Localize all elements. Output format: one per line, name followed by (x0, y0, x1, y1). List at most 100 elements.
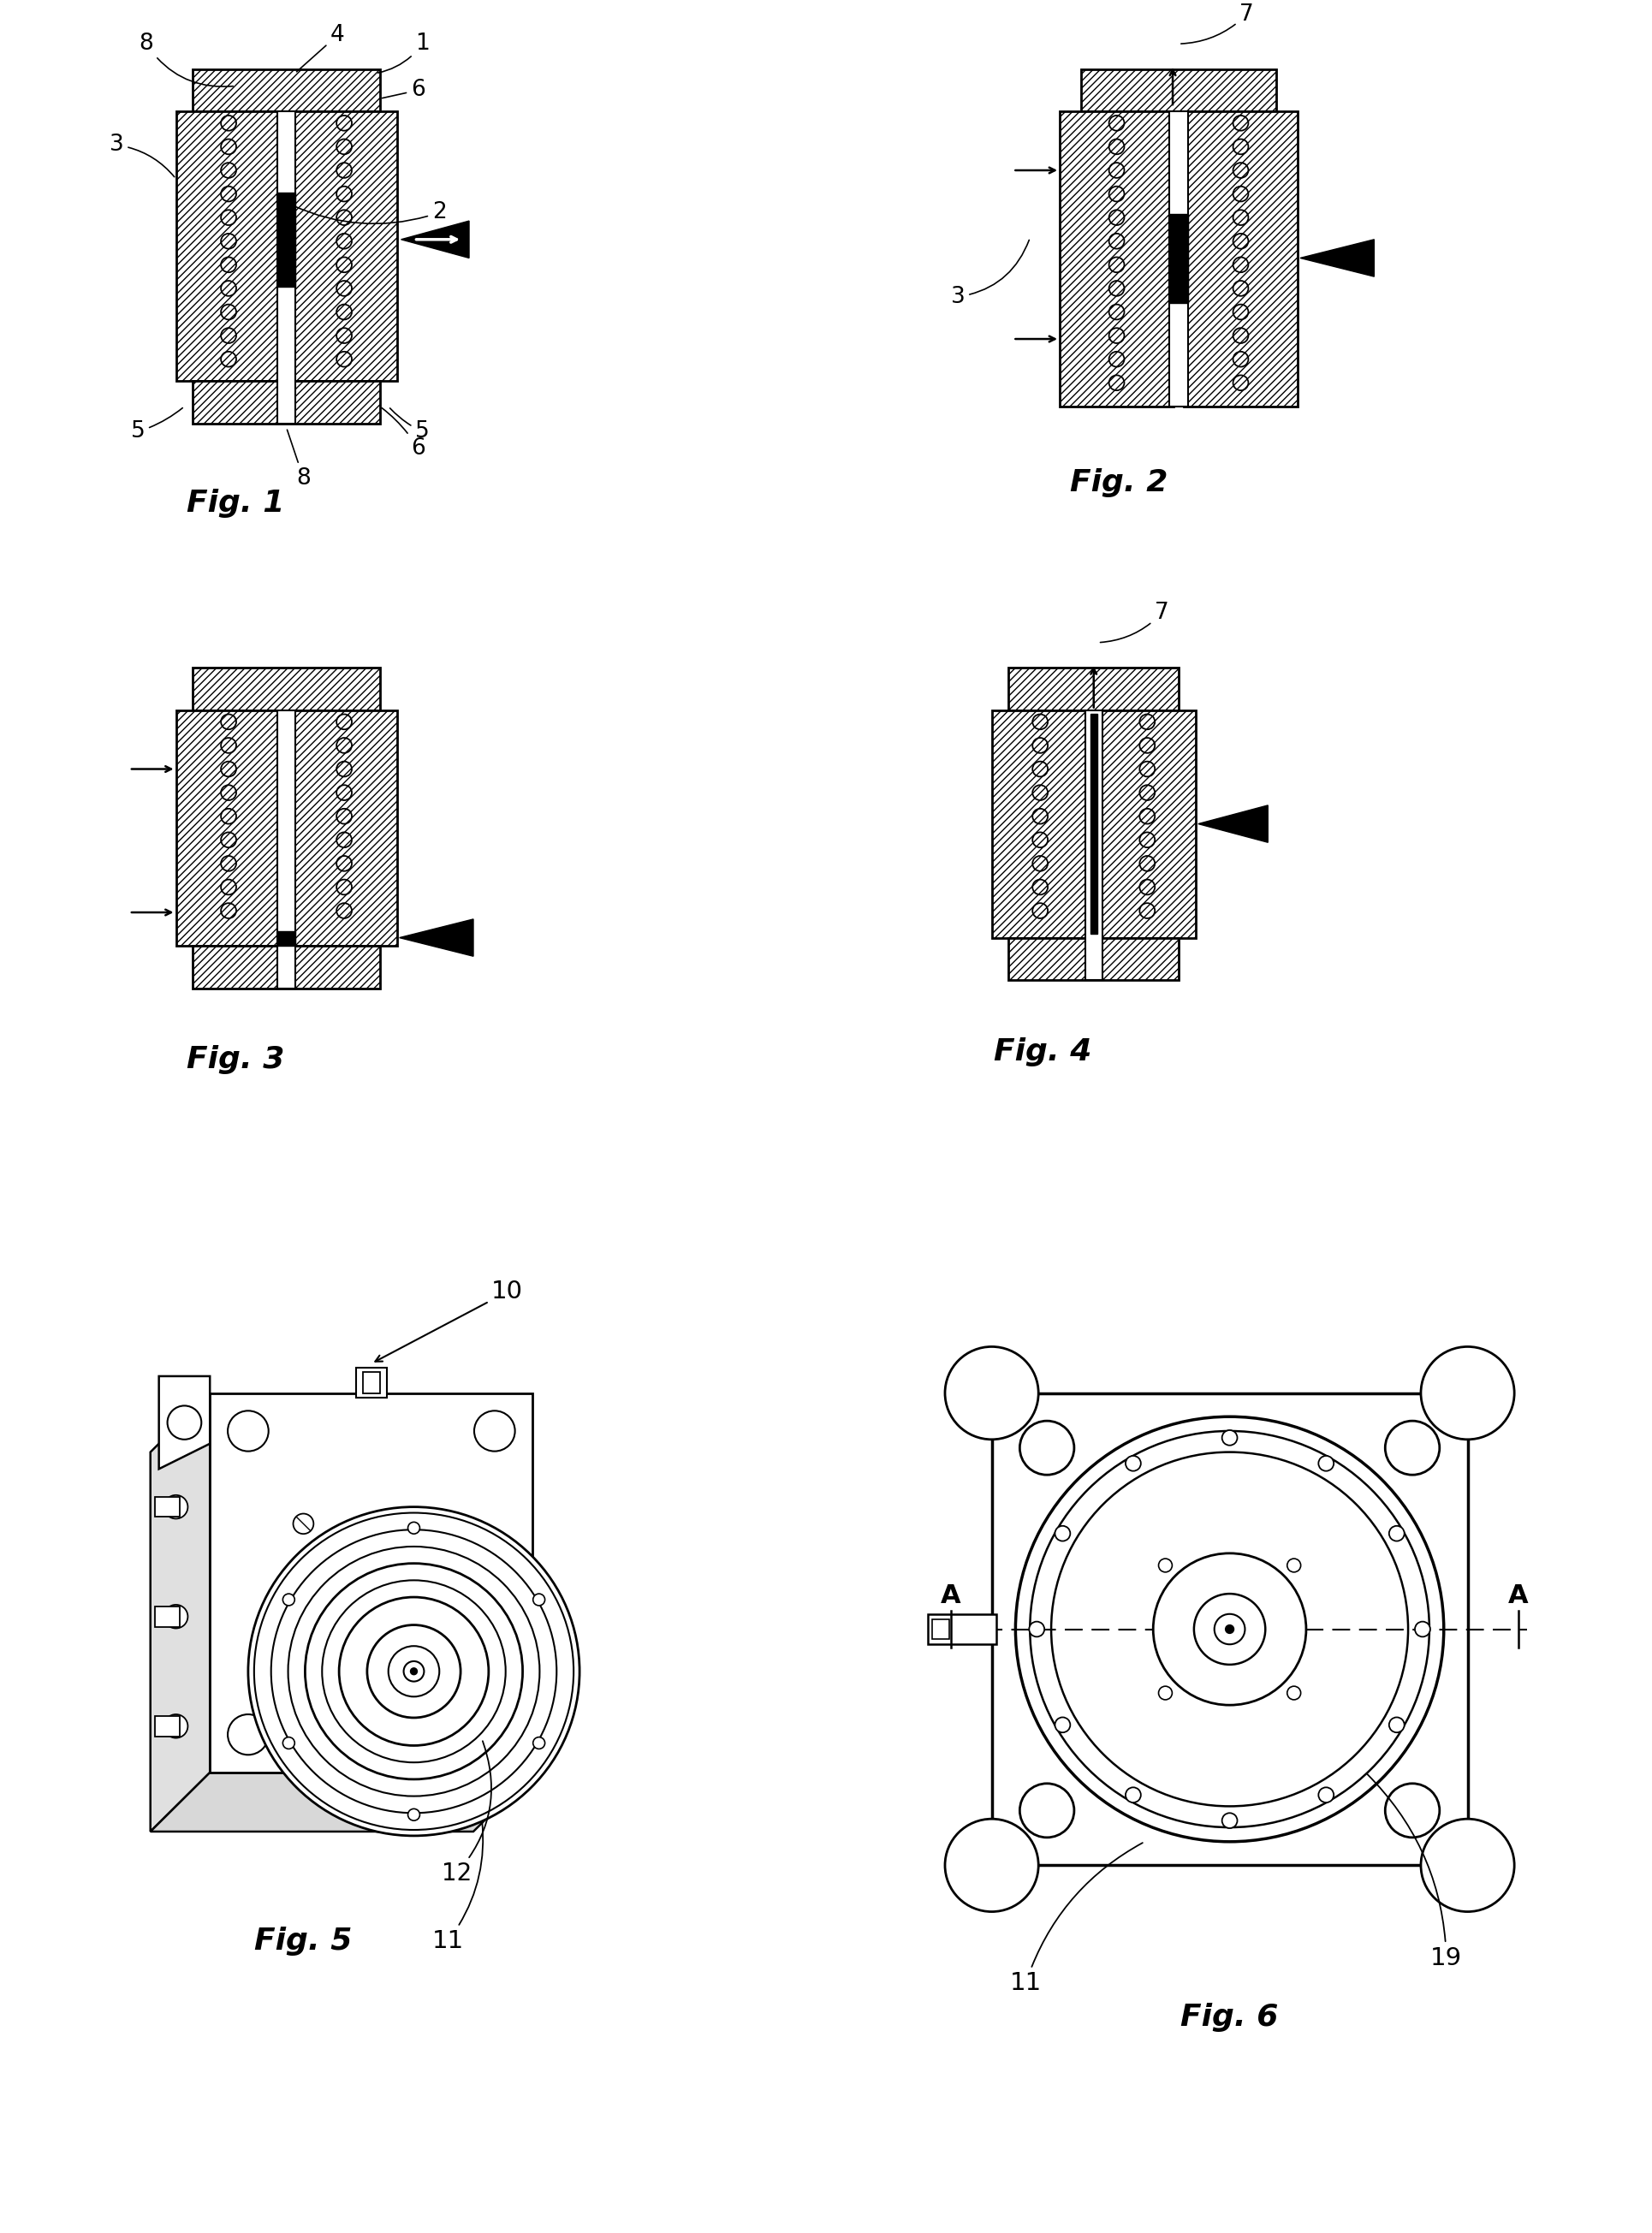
Bar (1009, 938, 1178, 980)
Bar (1099, 710, 1196, 938)
Circle shape (1153, 1554, 1307, 1706)
Bar (278, 710, 296, 989)
Text: 12: 12 (441, 1742, 491, 1885)
Text: 10: 10 (375, 1280, 524, 1362)
Circle shape (1056, 1525, 1070, 1541)
Circle shape (945, 1820, 1039, 1911)
Circle shape (1222, 1429, 1237, 1445)
Bar (210, 1393, 534, 1773)
Bar (1170, 112, 1188, 406)
Circle shape (1421, 1820, 1515, 1911)
Bar (357, 1369, 387, 1398)
Bar (1009, 668, 1178, 710)
Ellipse shape (164, 1606, 188, 1628)
Circle shape (1384, 1420, 1439, 1474)
Circle shape (1414, 1621, 1431, 1637)
Bar (291, 710, 396, 947)
Text: 7: 7 (1181, 2, 1254, 45)
Circle shape (534, 1737, 545, 1748)
Polygon shape (150, 1393, 210, 1831)
Circle shape (1214, 1614, 1246, 1643)
Circle shape (228, 1411, 269, 1451)
Polygon shape (159, 1376, 210, 1469)
Circle shape (534, 1594, 545, 1606)
Circle shape (1125, 1786, 1142, 1802)
Text: Fig. 2: Fig. 2 (1070, 467, 1168, 498)
Text: 6: 6 (382, 78, 425, 100)
Circle shape (167, 1407, 202, 1440)
Circle shape (1287, 1686, 1300, 1699)
Circle shape (1125, 1456, 1142, 1472)
Bar (363, 1371, 380, 1393)
Text: 11: 11 (1009, 1842, 1143, 1996)
Bar (193, 382, 380, 424)
Bar (1090, 715, 1097, 933)
Circle shape (1318, 1786, 1333, 1802)
Bar (932, 1619, 950, 1639)
Circle shape (1222, 1813, 1237, 1829)
Circle shape (1318, 1456, 1333, 1472)
Circle shape (474, 1411, 515, 1451)
Circle shape (1421, 1346, 1515, 1440)
Circle shape (388, 1646, 439, 1697)
Bar (193, 668, 380, 710)
Circle shape (410, 1668, 418, 1675)
Text: 5: 5 (131, 409, 183, 442)
Bar (1085, 710, 1102, 980)
Bar (175, 112, 281, 382)
Circle shape (228, 1715, 269, 1755)
Bar (1184, 112, 1297, 406)
Circle shape (1029, 1431, 1429, 1827)
Bar (291, 112, 396, 382)
Text: 1: 1 (378, 33, 430, 74)
Text: 5: 5 (390, 409, 430, 442)
Text: 8: 8 (139, 33, 233, 87)
Polygon shape (401, 221, 469, 259)
Bar (193, 947, 380, 989)
Circle shape (945, 1346, 1039, 1440)
Circle shape (367, 1626, 461, 1717)
Bar (928, 1614, 996, 1643)
Ellipse shape (164, 1496, 188, 1518)
Text: 3: 3 (109, 134, 175, 176)
Circle shape (248, 1507, 580, 1836)
Circle shape (1051, 1451, 1408, 1806)
Circle shape (282, 1737, 294, 1748)
Circle shape (1016, 1416, 1444, 1842)
Polygon shape (150, 1773, 534, 1831)
Circle shape (268, 1628, 287, 1648)
Circle shape (1226, 1626, 1234, 1632)
Bar (1080, 69, 1277, 112)
Text: Fig. 3: Fig. 3 (187, 1045, 284, 1074)
Bar (155, 1496, 180, 1516)
Text: 7: 7 (1100, 603, 1170, 643)
Bar (155, 1715, 180, 1737)
Bar (175, 710, 281, 947)
Circle shape (1019, 1784, 1074, 1838)
Bar (278, 931, 296, 947)
Text: Fig. 5: Fig. 5 (254, 1927, 352, 1956)
Ellipse shape (164, 1715, 188, 1737)
Circle shape (403, 1661, 425, 1681)
Polygon shape (400, 920, 474, 956)
Circle shape (282, 1594, 294, 1606)
Circle shape (1287, 1559, 1300, 1572)
Circle shape (408, 1809, 420, 1820)
Bar (991, 1393, 1467, 1865)
Text: A: A (1508, 1583, 1528, 1608)
Circle shape (1389, 1717, 1404, 1733)
Bar (278, 112, 296, 424)
Bar (991, 710, 1089, 938)
Polygon shape (1198, 806, 1267, 842)
Circle shape (1384, 1784, 1439, 1838)
Text: 6: 6 (382, 409, 425, 460)
Circle shape (1194, 1594, 1265, 1664)
Circle shape (1158, 1686, 1173, 1699)
Circle shape (1019, 1420, 1074, 1474)
Text: Fig. 6: Fig. 6 (1181, 2003, 1279, 2032)
Text: 4: 4 (297, 25, 345, 71)
Text: A: A (940, 1583, 961, 1608)
Circle shape (1056, 1717, 1070, 1733)
Text: 19: 19 (1368, 1775, 1462, 1970)
Circle shape (292, 1514, 314, 1534)
